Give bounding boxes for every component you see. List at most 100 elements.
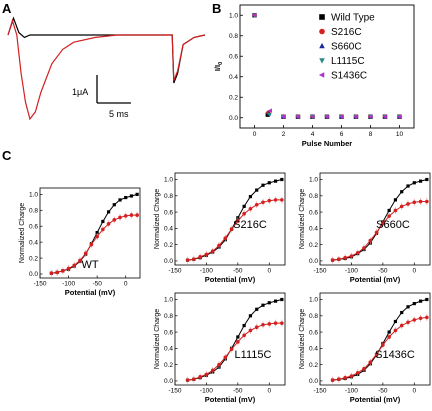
qv-x-axis-label: Potential (mV): [205, 395, 256, 404]
qv-point-mutant: [393, 328, 398, 333]
b-point-S1436C: [252, 13, 257, 18]
qv-point-mutant: [412, 318, 417, 322]
qv-point-wild-type: [242, 204, 246, 208]
qv-y-tick-label: 0.8: [29, 208, 38, 215]
qv-point-mutant: [330, 258, 335, 262]
qv-y-tick-label: 0.8: [164, 193, 173, 200]
qv-x-tick-label: -100: [345, 388, 358, 395]
qv-x-tick-label: -150: [168, 388, 181, 395]
qv-point-mutant: [198, 375, 202, 379]
qv-point-mutant: [72, 263, 77, 268]
qv-point-mutant: [242, 211, 246, 216]
qv-y-axis-label: Normalized Charge: [154, 189, 161, 249]
qv-y-tick-label: 0.0: [29, 271, 38, 278]
b-y-tick-label: 0.4: [229, 74, 238, 81]
qv-point-wild-type: [387, 330, 391, 334]
qv-point-mutant: [192, 257, 196, 262]
legend-label-L1115C: L1115C: [331, 56, 365, 67]
qv-point-mutant: [355, 370, 360, 375]
qv-point-mutant: [355, 250, 360, 255]
qv-point-mutant: [368, 238, 373, 243]
qv-fit-line-wild_type: [332, 299, 428, 381]
b-point-S1436C: [353, 114, 358, 119]
legend-marker-Wild Type: [319, 14, 325, 20]
qv-point-mutant: [229, 347, 234, 351]
qv-point-mutant: [267, 198, 272, 203]
qv-y-tick-label: 0.6: [164, 329, 173, 336]
qv-frame: [174, 292, 286, 386]
qv-point-mutant: [106, 222, 111, 226]
b-point-S1436C: [382, 114, 387, 119]
qv-x-axis-label: Potential (mV): [350, 395, 401, 404]
qv-y-tick-label: 1.0: [164, 297, 173, 304]
qv-y-tick-label: 0.4: [309, 226, 318, 233]
b-x-tick-label: 6: [340, 131, 344, 138]
qv-point-mutant: [254, 325, 259, 329]
qv-point-mutant: [337, 377, 341, 382]
qv-point-mutant: [198, 255, 202, 259]
qv-point-mutant: [204, 252, 209, 257]
legend-label-S216C: S216C: [331, 27, 362, 38]
qv-fit-line-wild_type: [187, 179, 283, 261]
qv-point-mutant: [362, 366, 366, 371]
qv-point-mutant: [185, 378, 190, 382]
qv-point-mutant: [254, 202, 259, 207]
qv-point-mutant: [55, 270, 59, 275]
b-point-S1436C: [368, 114, 373, 119]
qv-y-tick-label: 0.4: [164, 226, 173, 233]
qv-point-wild-type: [255, 188, 259, 192]
qv-point-mutant: [273, 198, 278, 202]
qv-point-wild-type: [101, 219, 105, 224]
qv-point-mutant: [381, 221, 385, 226]
b-x-axis-label: Pulse Number: [302, 139, 353, 148]
qv-point-wild-type: [280, 297, 284, 302]
qv-point-mutant: [412, 200, 417, 205]
b-y-tick-label: 0.8: [229, 33, 238, 40]
qv-plot-C-S216C: -150 -100 -50 0 0.0 0.2 0.4 0.6 0.8 1.0 Potential …: [154, 172, 286, 284]
qv-y-tick-label: 0.6: [164, 209, 173, 216]
qv-point-mutant: [89, 242, 94, 247]
qv-x-tick-label: -100: [200, 268, 213, 275]
qv-point-wild-type: [124, 195, 128, 200]
qv-point-wild-type: [418, 179, 423, 183]
qv-point-wild-type: [387, 208, 391, 213]
qv-y-tick-label: 0.0: [164, 378, 173, 385]
qv-x-tick-label: -100: [62, 281, 75, 288]
qv-plot-C-WT: -150 -100 -50 0 0.0 0.2 0.4 0.6 0.8 1.0 Potential …: [19, 187, 141, 297]
qv-x-tick-label: -50: [378, 268, 388, 275]
qv-point-wild-type: [248, 314, 253, 318]
b-x-tick-label: 4: [311, 131, 315, 138]
b-point-S1436C: [295, 114, 300, 119]
qv-y-tick-label: 0.8: [309, 313, 318, 320]
legend-marker-S660C: [319, 42, 325, 49]
qv-point-mutant: [223, 355, 228, 360]
qv-construct-label: S216C: [233, 219, 267, 231]
b-point-S1436C: [281, 114, 286, 119]
qv-x-tick-label: 0: [267, 388, 271, 395]
qv-point-wild-type: [425, 177, 429, 182]
qv-y-tick-label: 0.4: [29, 239, 38, 246]
qv-point-wild-type: [255, 307, 259, 311]
qv-x-tick-label: -150: [313, 388, 326, 395]
panel-a-traces: 1μA 5 ms: [7, 16, 206, 121]
qv-point-mutant: [399, 204, 404, 209]
qv-point-wild-type: [248, 195, 253, 199]
qv-x-tick-label: 0: [267, 268, 271, 275]
legend-label-S1436C: S1436C: [331, 71, 367, 82]
qv-construct-label: L1115C: [235, 349, 272, 361]
qv-fit-line-mutant: [332, 201, 427, 261]
b-y-tick-label: 0.6: [229, 54, 238, 61]
scale-bar-x-label: 5 ms: [109, 109, 129, 119]
qv-y-tick-label: 0.8: [309, 193, 318, 200]
qv-fit-line-mutant: [187, 199, 282, 261]
legend-label-S660C: S660C: [331, 42, 362, 53]
qv-y-axis-label: Normalized Charge: [299, 309, 306, 369]
qv-point-mutant: [374, 352, 379, 356]
qv-point-mutant: [393, 208, 398, 213]
qv-point-wild-type: [236, 335, 240, 339]
qv-point-wild-type: [261, 303, 265, 307]
qv-point-wild-type: [273, 299, 278, 303]
qv-point-wild-type: [400, 310, 404, 315]
panel-letter-a: A: [2, 1, 12, 16]
